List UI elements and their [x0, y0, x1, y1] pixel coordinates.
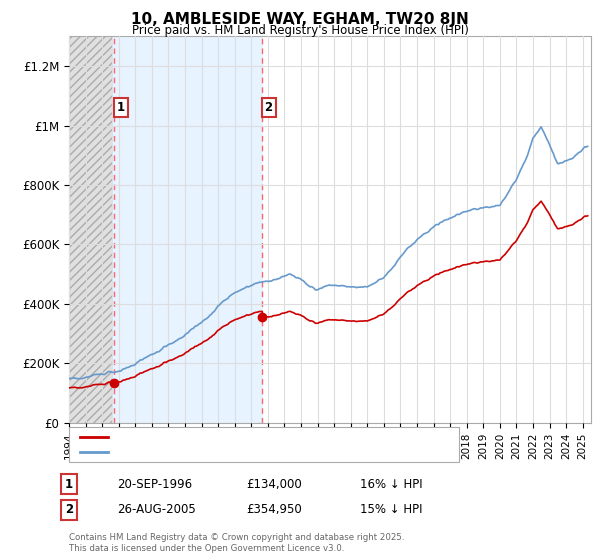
Text: 16% ↓ HPI: 16% ↓ HPI [360, 478, 422, 491]
Bar [69, 36, 112, 423]
Text: 10, AMBLESIDE WAY, EGHAM, TW20 8JN: 10, AMBLESIDE WAY, EGHAM, TW20 8JN [131, 12, 469, 27]
Text: £354,950: £354,950 [246, 503, 302, 516]
Text: 15% ↓ HPI: 15% ↓ HPI [360, 503, 422, 516]
Bar [112, 36, 263, 423]
Text: £134,000: £134,000 [246, 478, 302, 491]
Text: 1: 1 [116, 101, 125, 114]
Text: 26-AUG-2005: 26-AUG-2005 [117, 503, 196, 516]
Text: 20-SEP-1996: 20-SEP-1996 [117, 478, 192, 491]
Text: 2: 2 [265, 101, 272, 114]
Text: Contains HM Land Registry data © Crown copyright and database right 2025.
This d: Contains HM Land Registry data © Crown c… [69, 533, 404, 553]
Text: HPI: Average price, detached house, Runnymede: HPI: Average price, detached house, Runn… [114, 447, 388, 458]
Text: Price paid vs. HM Land Registry's House Price Index (HPI): Price paid vs. HM Land Registry's House … [131, 24, 469, 36]
Text: 10, AMBLESIDE WAY, EGHAM, TW20 8JN (detached house): 10, AMBLESIDE WAY, EGHAM, TW20 8JN (deta… [114, 432, 437, 442]
Text: 1: 1 [65, 478, 73, 491]
Text: 2: 2 [65, 503, 73, 516]
